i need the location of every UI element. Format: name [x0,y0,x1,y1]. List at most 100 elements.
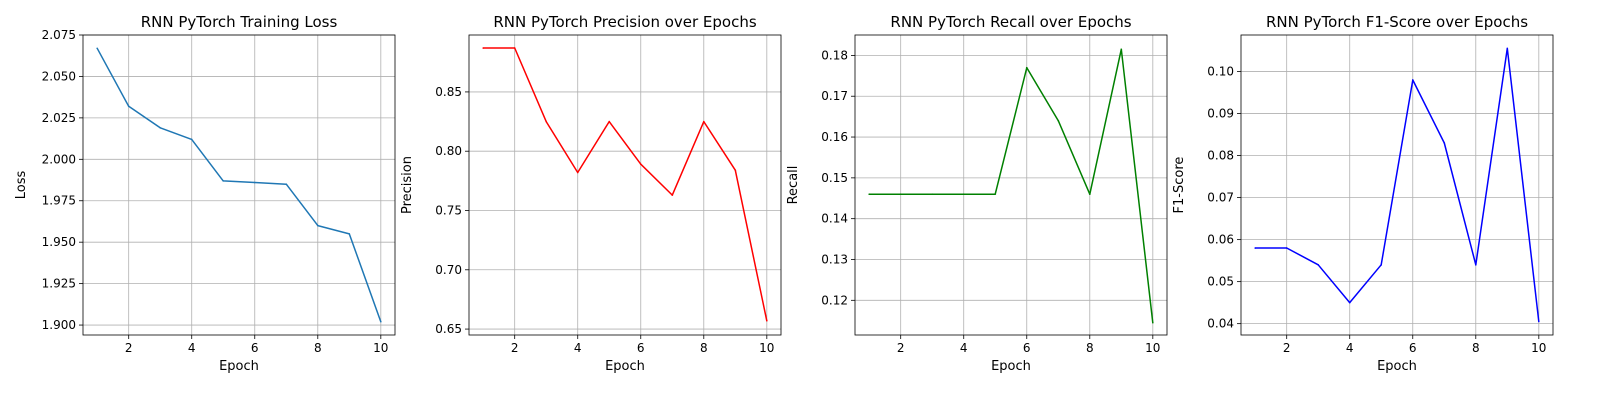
data-point [316,224,319,227]
x-tick-label: 6 [1023,341,1031,355]
chart-panel-4: 2 4 6 8 10 0.04 0.05 0.06 0.07 0.08 0.09 0.10 RNN Py… [1172,13,1554,374]
x-tick-label: 10 [373,341,388,355]
data-point [1025,66,1028,69]
axes-frame [82,34,396,336]
x-tick-label: 10 [759,341,774,355]
y-tick-label: 2.075 [42,28,76,42]
series-line [869,48,1154,323]
data-point [868,193,870,195]
y-axis-label: Loss [14,171,29,200]
y-tick-label: 0.85 [435,85,462,99]
data-point [671,194,674,196]
y-tick-label: 0.08 [1207,149,1234,163]
x-tick-label: 2 [1283,341,1291,355]
x-tick-label: 6 [251,341,259,355]
data-point [608,120,611,123]
data-point [1411,79,1414,81]
y-tick-label: 0.18 [821,48,848,62]
y-tick-label: 0.12 [821,293,848,307]
y-tick-label: 1.975 [42,194,76,208]
data-point [962,193,965,195]
data-point [931,193,934,195]
x-tick-label: 2 [511,341,519,355]
y-axis-label: F1-Score [1172,157,1187,214]
x-tick-label: 6 [637,341,645,355]
y-axis-label: Recall [786,166,801,205]
x-axis-label: Epoch [1377,359,1417,374]
x-tick-label: 8 [314,341,322,355]
y-tick-label: 0.70 [435,263,462,277]
x-tick-label: 2 [897,341,905,355]
data-point [222,180,225,182]
data-point [348,233,351,235]
data-point [96,47,98,50]
data-point [285,183,288,185]
data-point [639,163,642,166]
y-tick-label: 0.15 [821,171,848,185]
data-point [734,169,737,171]
y-tick-label: 0.14 [821,212,848,226]
x-tick-label: 8 [1086,341,1094,355]
data-point [1285,247,1288,249]
data-point [994,193,997,195]
data-point [576,171,579,174]
chart-panel-2: 2 4 6 8 10 0.65 0.70 0.75 0.80 0.85 RNN PyTorch Pr… [400,13,782,374]
y-tick-label: 2.050 [42,69,76,83]
series-line [483,47,768,321]
y-tick-label: 0.75 [435,203,462,217]
chart-title: RNN PyTorch Training Loss [141,13,338,31]
x-tick-label: 4 [188,341,196,355]
x-axis-label: Epoch [219,359,259,374]
y-tick-label: 0.09 [1207,107,1234,121]
data-point [1152,321,1154,324]
data-point [190,138,193,141]
y-tick-label: 1.950 [42,235,76,249]
x-tick-label: 4 [574,341,582,355]
chart-title: RNN PyTorch Recall over Epochs [890,13,1131,31]
data-point [482,47,484,49]
y-tick-label: 0.07 [1207,191,1234,205]
data-point [1254,247,1256,249]
data-point [766,319,768,322]
y-tick-label: 2.000 [42,152,76,166]
y-tick-label: 0.10 [1207,65,1234,79]
data-point [1538,320,1540,323]
y-tick-label: 0.06 [1207,233,1234,247]
y-tick-label: 0.13 [821,252,848,266]
x-tick-label: 8 [700,341,708,355]
x-tick-label: 2 [125,341,133,355]
x-tick-label: 10 [1145,341,1160,355]
data-point [899,193,902,195]
data-point [1317,264,1320,266]
x-axis-label: Epoch [991,359,1031,374]
data-point [1474,264,1477,266]
y-tick-label: 2.025 [42,111,76,125]
y-tick-label: 0.80 [435,144,462,158]
data-point [545,120,548,123]
data-point [1380,264,1383,266]
x-tick-label: 6 [1409,341,1417,355]
y-tick-label: 0.65 [435,322,462,336]
x-tick-label: 4 [960,341,968,355]
x-axis-label: Epoch [605,359,645,374]
axes-frame [1240,34,1554,336]
y-tick-label: 0.16 [821,130,848,144]
x-tick-label: 10 [1531,341,1546,355]
data-point [127,105,130,108]
data-point [1443,142,1446,144]
data-point [380,320,382,323]
series-line [96,47,382,322]
axes-frame [468,34,782,336]
data-point [253,181,256,184]
y-tick-label: 0.17 [821,89,848,103]
y-tick-label: 0.05 [1207,275,1234,289]
chart-panel-3: 2 4 6 8 10 0.12 0.13 0.14 0.15 0.16 0.17 0.18 RNN Py… [786,13,1168,374]
data-point [1120,48,1123,51]
data-point [1088,193,1091,195]
chart-panel-1: 2 4 6 8 10 1.900 1.925 1.950 1.975 2.000 2.025 2.05… [14,13,396,374]
data-point [1057,119,1060,122]
chart-title: RNN PyTorch Precision over Epochs [493,13,757,31]
y-axis-label: Precision [400,156,415,214]
